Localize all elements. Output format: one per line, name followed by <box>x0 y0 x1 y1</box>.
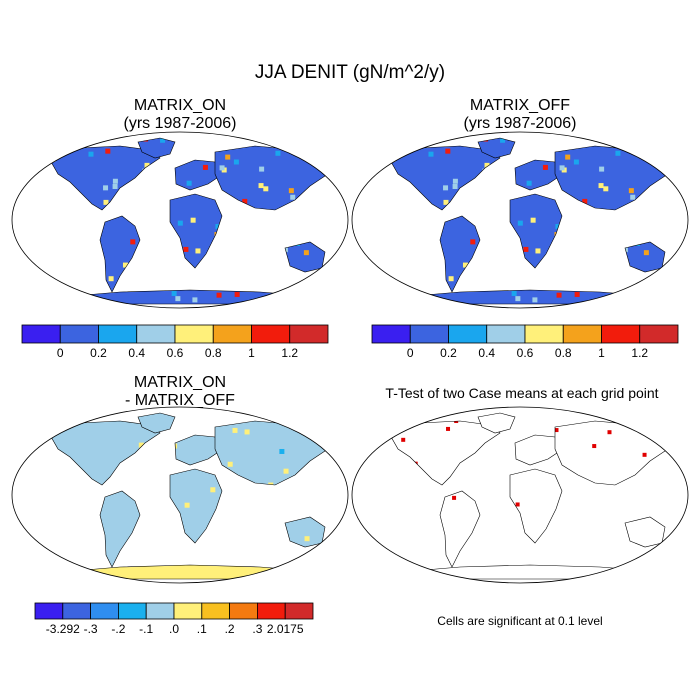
colorbar-tick-label: .0 <box>168 622 179 636</box>
land-south-america <box>100 491 140 567</box>
colorbar-swatch <box>229 602 258 620</box>
panel-title-difference: MATRIX_ON - MATRIX_OFF <box>20 374 340 410</box>
panel-title-line2: (yrs 1987-2006) <box>123 115 237 132</box>
colorbar-swatch <box>251 324 291 344</box>
land-north-america <box>50 146 160 210</box>
colorbar-tick-label: 0.4 <box>478 346 496 360</box>
panel-title-line1: MATRIX_ON <box>133 374 227 391</box>
panel-title-line2: (yrs 1987-2006) <box>463 115 577 132</box>
colorbar-tick-label: 1 <box>598 346 605 360</box>
colorbar-swatch <box>174 324 214 344</box>
colorbar-tick-label: 1.2 <box>281 346 299 360</box>
panel-title-matrix-on: MATRIX_ON (yrs 1987-2006) <box>20 97 340 133</box>
panel-title-matrix-off: MATRIX_OFF (yrs 1987-2006) <box>360 97 680 133</box>
colorbar-swatch <box>256 602 286 620</box>
colorbar-tick-label: 0.2 <box>90 346 107 360</box>
colorbar-tick-label: 0 <box>56 346 64 360</box>
colorbar-tick-label: -3.292 <box>45 622 80 636</box>
land-antarctica <box>390 565 650 579</box>
significance-note: Cells are significant at 0.1 level <box>437 614 603 628</box>
colorbar-tick-label: 0 <box>406 346 414 360</box>
land-greenland <box>478 413 515 433</box>
colorbar-tick-label: 0.6 <box>516 346 534 360</box>
colorbar-swatch <box>62 602 91 620</box>
land-europe <box>175 435 220 465</box>
panel-title-ttest: T-Test of two Case means at each grid po… <box>385 385 659 401</box>
colorbar-matrix-on <box>21 324 329 344</box>
colorbar-swatch <box>59 324 99 344</box>
land-australia <box>625 242 665 272</box>
land-greenland <box>138 413 175 433</box>
colorbar-matrix-off <box>371 324 679 344</box>
panel-title-line1: MATRIX_OFF <box>469 97 571 114</box>
land-australia <box>625 517 665 547</box>
land-south-america <box>440 216 480 292</box>
colorbar-swatch <box>562 324 602 344</box>
colorbar-swatch <box>90 602 119 620</box>
land-south-america <box>440 491 480 567</box>
colorbar-swatch <box>212 324 252 344</box>
colorbar-tick-label: 1.2 <box>631 346 649 360</box>
colorbar-difference <box>34 602 314 620</box>
colorbar-swatch <box>136 324 176 344</box>
colorbar-tick-label: 0.6 <box>166 346 184 360</box>
map-matrix-on <box>11 131 349 309</box>
colorbar-swatch <box>371 324 411 344</box>
colorbar-tick-label: .2 <box>224 622 235 636</box>
colorbar-swatch <box>448 324 488 344</box>
colorbar-swatch <box>21 324 61 344</box>
colorbar-tick-label: -.2 <box>111 622 126 636</box>
colorbar-tick-label: 0.4 <box>128 346 146 360</box>
colorbar-swatch <box>98 324 138 344</box>
colorbar-swatch <box>601 324 641 344</box>
colorbar-swatch <box>201 602 231 620</box>
colorbar-tick-label: .1 <box>196 622 207 636</box>
colorbar-tick-label: 0.8 <box>204 346 222 360</box>
map-difference <box>11 406 349 584</box>
figure-title: JJA DENIT (gN/m^2/y) <box>254 62 446 83</box>
map-ttest <box>351 406 689 584</box>
land-north-america <box>50 421 160 485</box>
colorbar-tick-label: -.3 <box>83 622 98 636</box>
map-matrix-off <box>351 131 689 309</box>
colorbar-tick-label: -.1 <box>139 622 154 636</box>
land-australia <box>285 517 325 547</box>
land-antarctica <box>50 565 310 579</box>
panel-title-line2: - MATRIX_OFF <box>125 392 235 409</box>
colorbar-swatch <box>145 602 175 620</box>
colorbar-tick-label: 0.8 <box>554 346 572 360</box>
colorbar-tick-label: 0.2 <box>440 346 457 360</box>
colorbar-tick-label: 1 <box>248 346 255 360</box>
colorbar-swatch <box>486 324 526 344</box>
panel-title-line1: MATRIX_ON <box>133 97 227 114</box>
colorbar-swatch <box>118 602 147 620</box>
land-north-america <box>390 146 500 210</box>
land-greenland <box>138 138 175 158</box>
colorbar-tick-label: .3 <box>252 622 263 636</box>
land-greenland <box>478 138 515 158</box>
land-australia <box>285 242 325 272</box>
colorbar-swatch <box>284 602 314 620</box>
colorbar-tick-label: 2.0175 <box>266 622 304 636</box>
land-europe <box>515 435 560 465</box>
land-north-america <box>390 421 500 485</box>
land-europe <box>515 160 560 190</box>
colorbar-swatch <box>409 324 449 344</box>
colorbar-swatch <box>639 324 679 344</box>
colorbar-swatch <box>289 324 329 344</box>
land-south-america <box>100 216 140 292</box>
colorbar-swatch <box>524 324 564 344</box>
land-europe <box>175 160 220 190</box>
colorbar-swatch <box>173 602 203 620</box>
colorbar-swatch <box>34 602 64 620</box>
